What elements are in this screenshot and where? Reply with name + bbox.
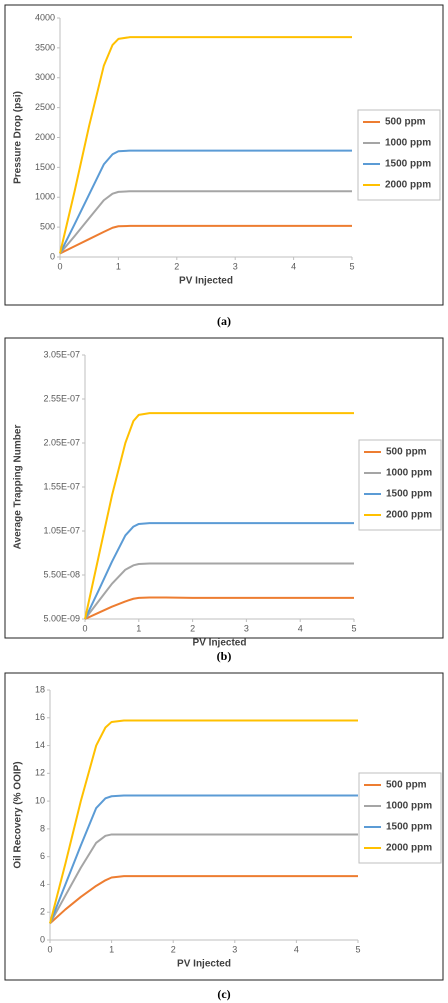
legend-label: 1500 ppm xyxy=(385,159,431,170)
y-tick-label: 10 xyxy=(35,795,45,805)
x-tick-label: 5 xyxy=(355,944,360,954)
panel-frame xyxy=(4,337,444,639)
y-tick-label: 0 xyxy=(50,251,55,261)
legend-label: 500 ppm xyxy=(386,447,427,458)
legend-label: 1500 ppm xyxy=(386,489,432,500)
line-series xyxy=(59,36,352,254)
y-axis-title: Pressure Drop (psi) xyxy=(13,91,24,184)
y-tick-label: 4 xyxy=(40,879,45,889)
x-tick-label: 0 xyxy=(47,944,52,954)
y-tick-label: 4000 xyxy=(35,12,55,22)
y-tick-label: 8 xyxy=(40,823,45,833)
x-tick-label: 2 xyxy=(190,623,195,633)
y-tick-label: 18 xyxy=(35,684,45,694)
y-tick-label: 2.05E-07 xyxy=(43,437,80,447)
x-tick-label: 3 xyxy=(233,261,238,271)
line-series xyxy=(49,719,358,924)
panel-frame xyxy=(4,4,444,306)
line-series xyxy=(59,149,352,254)
panel-frame xyxy=(4,672,444,981)
legend-label: 1500 ppm xyxy=(386,822,432,833)
y-tick-label: 0 xyxy=(40,934,45,944)
y-tick-label: 1000 xyxy=(35,192,55,202)
x-tick-label: 5 xyxy=(351,623,356,633)
x-tick-label: 2 xyxy=(171,944,176,954)
x-tick-label: 5 xyxy=(349,261,354,271)
line-series xyxy=(84,522,354,620)
y-tick-label: 3000 xyxy=(35,72,55,82)
x-tick-label: 3 xyxy=(232,944,237,954)
y-tick-label: 5.00E-09 xyxy=(43,613,80,623)
y-tick-label: 2 xyxy=(40,907,45,917)
line-series xyxy=(59,224,352,255)
y-tick-label: 1.05E-07 xyxy=(43,525,80,535)
y-tick-label: 3.05E-07 xyxy=(43,349,80,359)
x-axis-title: PV Injected xyxy=(193,638,247,649)
y-tick-label: 16 xyxy=(35,712,45,722)
line-series xyxy=(84,562,354,620)
line-series xyxy=(49,833,358,924)
y-tick-label: 2500 xyxy=(35,102,55,112)
y-tick-label: 500 xyxy=(40,222,55,232)
x-tick-label: 1 xyxy=(109,944,114,954)
x-tick-label: 1 xyxy=(136,623,141,633)
y-tick-label: 1.55E-07 xyxy=(43,481,80,491)
y-axis-title: Average Trapping Number xyxy=(13,425,24,550)
line-series xyxy=(49,794,358,924)
x-axis-title: PV Injected xyxy=(177,959,231,970)
x-tick-label: 0 xyxy=(57,261,62,271)
y-tick-label: 1500 xyxy=(35,162,55,172)
legend-label: 1000 ppm xyxy=(386,801,432,812)
x-tick-label: 4 xyxy=(294,944,299,954)
x-tick-label: 0 xyxy=(82,623,87,633)
x-tick-label: 4 xyxy=(298,623,303,633)
legend-label: 2000 ppm xyxy=(385,180,431,191)
x-axis-title: PV Injected xyxy=(179,276,233,287)
line-series xyxy=(84,412,354,620)
caption: (b) xyxy=(217,649,232,663)
caption: (c) xyxy=(217,987,230,1001)
legend-label: 2000 ppm xyxy=(386,510,432,521)
y-tick-label: 2000 xyxy=(35,132,55,142)
x-tick-label: 3 xyxy=(244,623,249,633)
legend-label: 500 ppm xyxy=(385,117,426,128)
x-tick-label: 4 xyxy=(291,261,296,271)
legend-label: 500 ppm xyxy=(386,780,427,791)
y-tick-label: 6 xyxy=(40,851,45,861)
line-series xyxy=(84,596,354,620)
y-tick-label: 5.50E-08 xyxy=(43,569,80,579)
y-tick-label: 2.55E-07 xyxy=(43,393,80,403)
line-series xyxy=(49,875,358,925)
y-tick-label: 14 xyxy=(35,740,45,750)
y-axis-title: Oil Recovery (% OOIP) xyxy=(13,761,24,868)
legend-label: 1000 ppm xyxy=(385,138,431,149)
x-tick-label: 2 xyxy=(174,261,179,271)
y-tick-label: 3500 xyxy=(35,42,55,52)
x-tick-label: 1 xyxy=(116,261,121,271)
legend-label: 1000 ppm xyxy=(386,468,432,479)
caption: (a) xyxy=(217,314,231,328)
y-tick-label: 12 xyxy=(35,768,45,778)
line-series xyxy=(59,190,352,255)
legend-label: 2000 ppm xyxy=(386,843,432,854)
